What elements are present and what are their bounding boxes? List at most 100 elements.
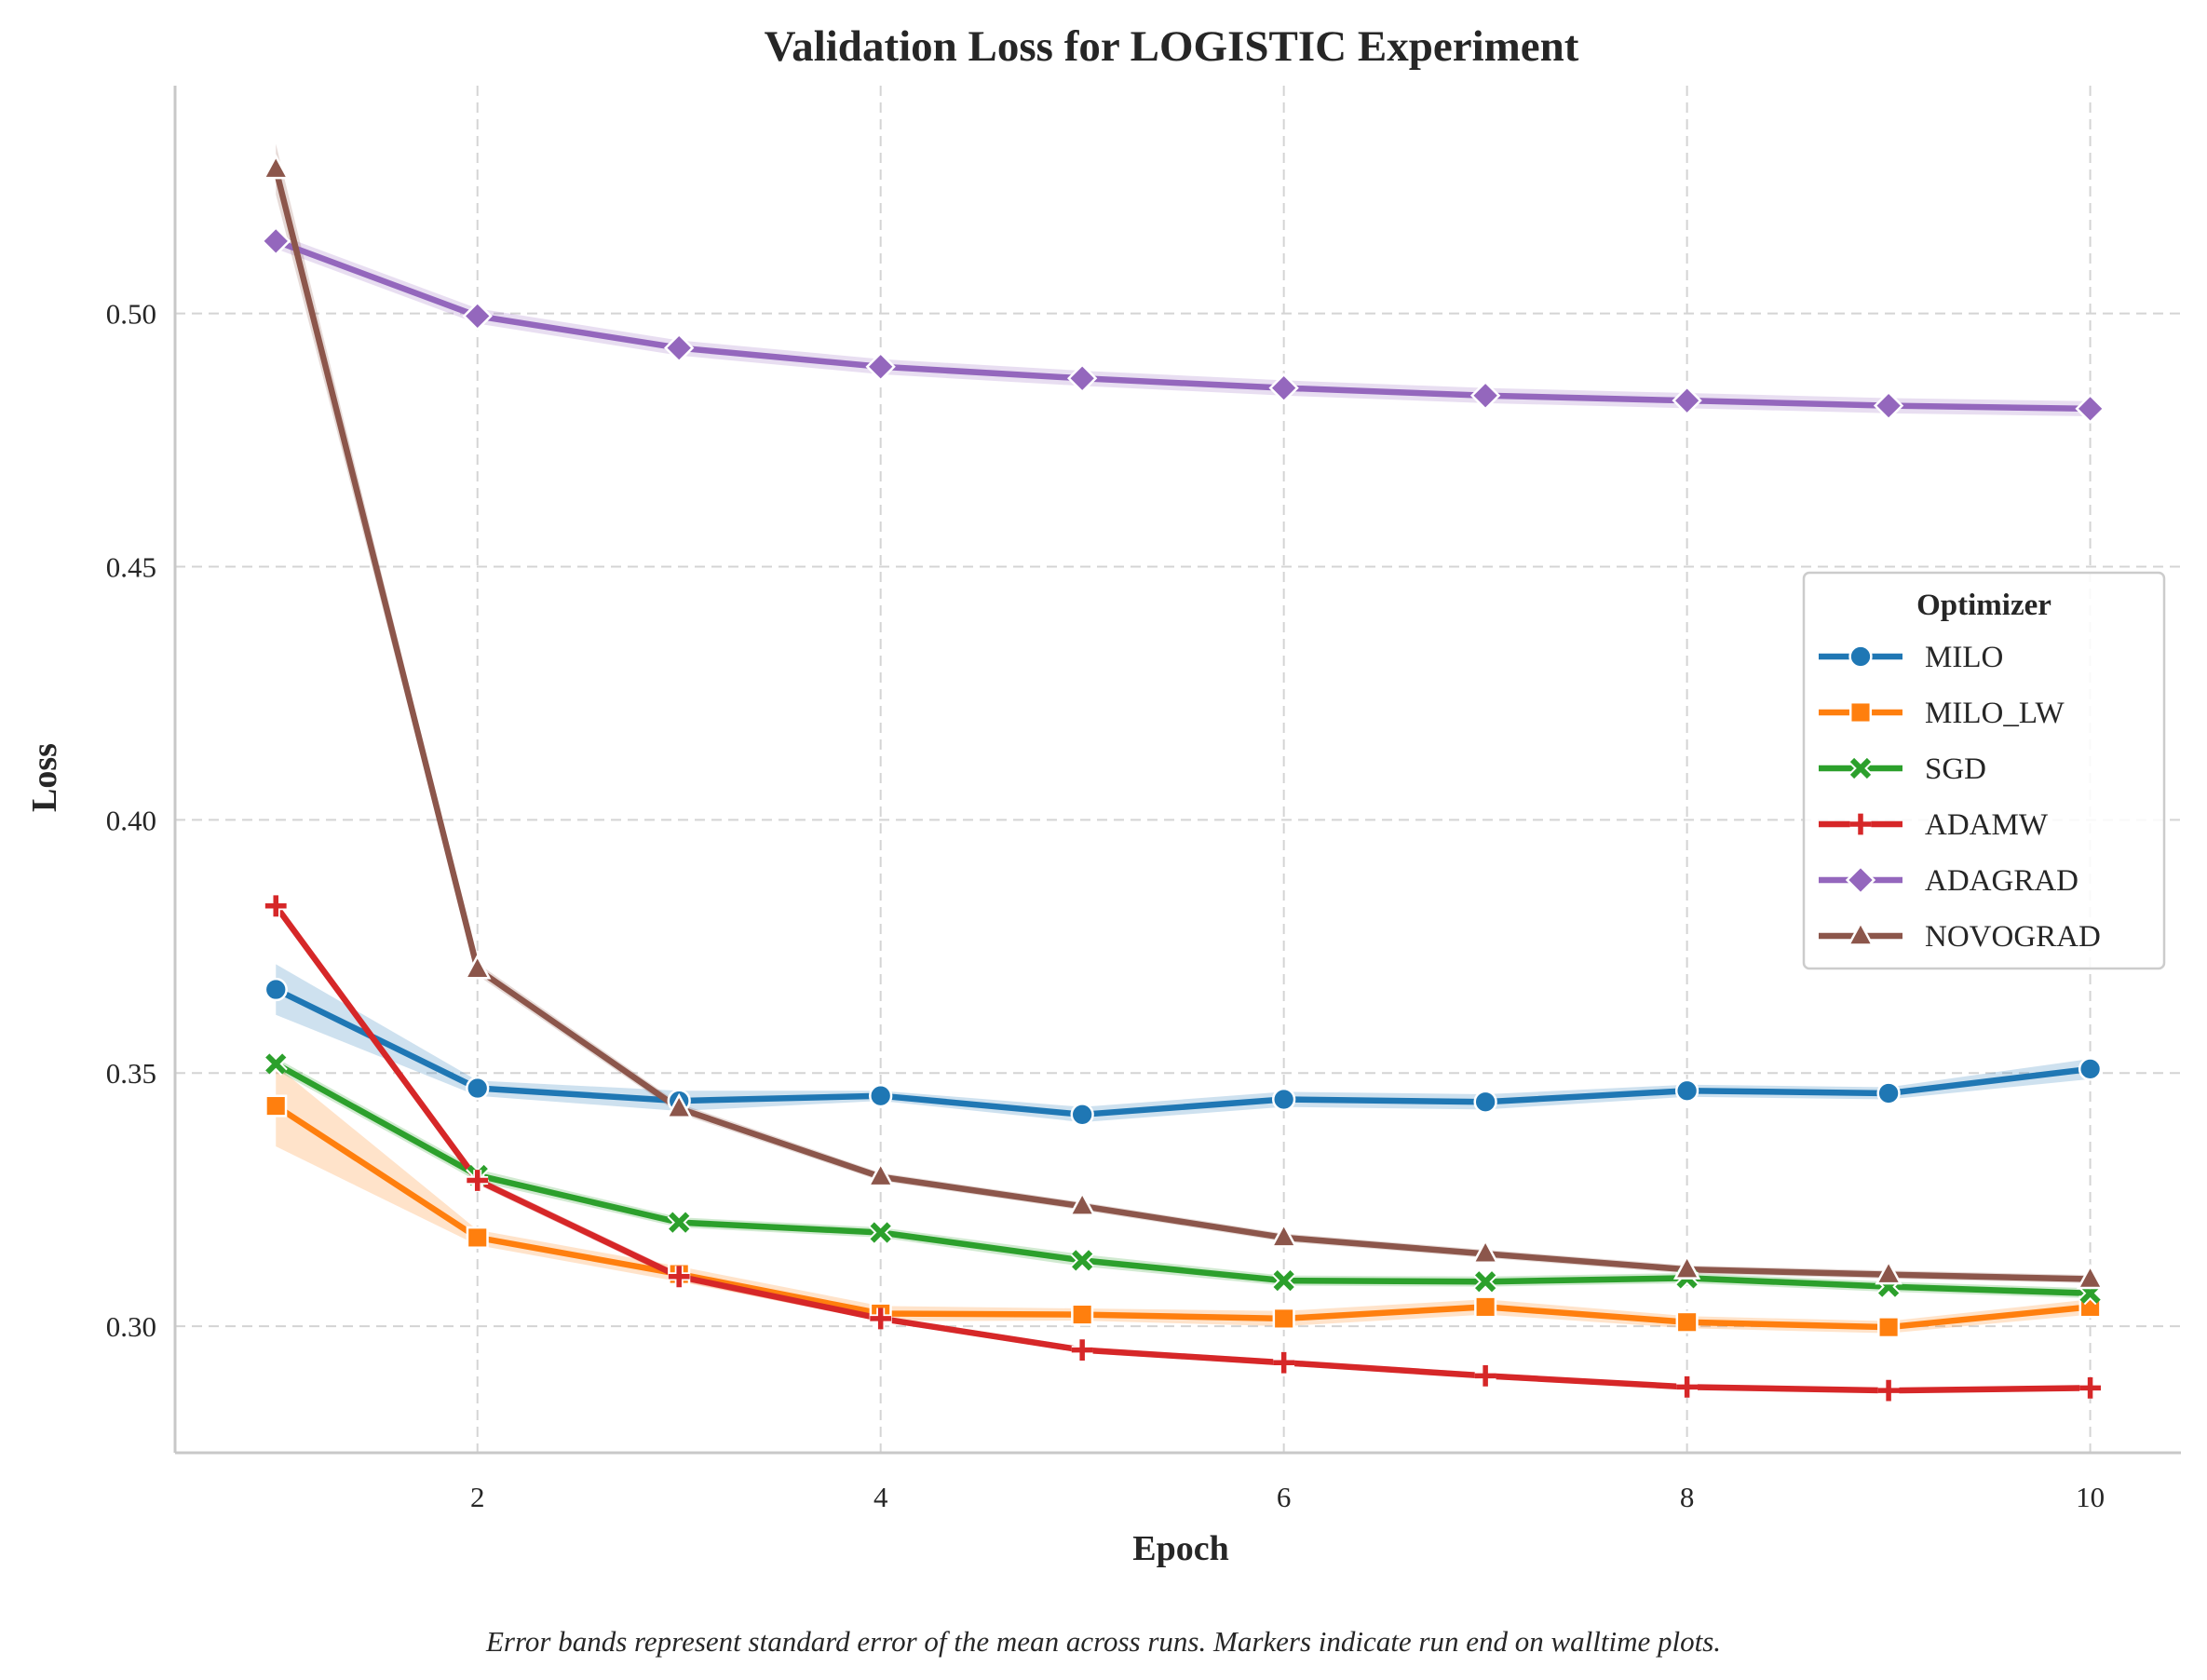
data-point-adagrad	[462, 301, 493, 332]
legend-item-novograd: NOVOGRAD	[1819, 920, 2101, 954]
series-line-adagrad	[272, 237, 2093, 413]
data-point-adamw	[1273, 1351, 1295, 1374]
data-point-sgd	[1272, 1268, 1296, 1293]
data-point-novograd	[464, 954, 492, 980]
x-tick-label: 10	[2076, 1481, 2105, 1513]
data-point-adagrad	[1873, 390, 1904, 421]
data-point-sgd	[1070, 1248, 1094, 1272]
legend-marker-milo	[1848, 644, 1873, 669]
y-tick-label: 0.30	[106, 1310, 156, 1343]
series-line-novograd	[272, 166, 2093, 1282]
data-point-milo-lw	[1474, 1295, 1497, 1319]
legend-marker-sgd	[1848, 756, 1873, 780]
x-tick-label: 2	[470, 1481, 485, 1513]
y-axis-label: Loss	[25, 743, 64, 812]
data-point-milo-lw	[1272, 1307, 1295, 1330]
y-tick-label: 0.50	[106, 298, 156, 331]
error-band-milo	[276, 964, 2091, 1122]
data-point-adagrad	[1672, 386, 1702, 416]
x-axis-label: Epoch	[1132, 1529, 1228, 1568]
data-point-milo-lw	[1071, 1303, 1094, 1326]
data-point-adagrad	[1469, 380, 1501, 411]
y-tick-label: 0.40	[106, 804, 156, 836]
data-point-milo	[1473, 1090, 1497, 1114]
data-point-adamw	[1474, 1364, 1496, 1387]
data-point-milo	[1674, 1078, 1699, 1103]
legend-marker-novograd	[1847, 920, 1875, 946]
legend-label: MILO	[1925, 641, 2003, 674]
legend-item-adamw: ADAMW	[1819, 808, 2049, 842]
data-point-adagrad	[1268, 373, 1299, 403]
y-tick-label: 0.35	[106, 1057, 156, 1090]
series-markers	[261, 154, 2105, 1402]
legend-marker-milo-lw	[1848, 700, 1873, 725]
data-point-adamw	[467, 1170, 489, 1191]
x-tick-label: 4	[873, 1481, 888, 1513]
data-point-adagrad	[261, 225, 291, 257]
data-point-sgd	[869, 1220, 893, 1245]
legend-label: ADAGRAD	[1925, 864, 2078, 898]
data-point-milo	[264, 977, 288, 1002]
data-point-milo	[1070, 1103, 1094, 1127]
data-point-milo	[1272, 1087, 1296, 1112]
legend-item-milo: MILO	[1819, 641, 2003, 674]
data-point-novograd	[1269, 1222, 1298, 1248]
legend-item-adagrad: ADAGRAD	[1819, 864, 2078, 898]
legend-title: Optimizer	[1916, 589, 2051, 622]
data-point-adamw	[1071, 1339, 1093, 1362]
legend-label: SGD	[1925, 752, 1986, 786]
data-point-milo	[869, 1084, 893, 1108]
data-point-novograd	[866, 1161, 895, 1187]
data-point-milo-lw	[466, 1226, 489, 1249]
legend-item-sgd: SGD	[1819, 752, 1986, 786]
error-band-adagrad	[276, 233, 2091, 417]
chart-caption: Error bands represent standard error of …	[485, 1625, 1721, 1658]
series-lines	[272, 166, 2093, 1394]
tick-labels: 2 4 6 8 10 0.30 0.35 0.40 0.45 0.50	[106, 298, 2105, 1513]
legend: Optimizer MILO MILO_LW SGD ADAMW ADAGRAD NOVOG…	[1802, 571, 2166, 970]
legend-item-milo-lw: MILO_LW	[1819, 697, 2065, 730]
data-point-novograd	[1068, 1190, 1096, 1216]
data-point-milo	[2078, 1057, 2103, 1081]
data-point-novograd	[1672, 1253, 1701, 1280]
data-point-adagrad	[865, 351, 896, 382]
axes	[173, 86, 2181, 1455]
data-point-adamw	[870, 1307, 892, 1330]
data-point-adamw	[1877, 1379, 1900, 1402]
data-point-adagrad	[2075, 393, 2105, 425]
legend-label: ADAMW	[1925, 808, 2049, 842]
data-point-sgd	[1473, 1269, 1497, 1294]
legend-label: NOVOGRAD	[1925, 920, 2101, 954]
data-point-novograd	[665, 1092, 693, 1118]
x-tick-label: 8	[1680, 1481, 1695, 1513]
legend-marker-adamw	[1849, 813, 1872, 835]
data-point-novograd	[1471, 1238, 1499, 1265]
series-line-milo-lw	[272, 1103, 2093, 1331]
data-point-milo	[466, 1076, 490, 1101]
series-line-adamw	[272, 902, 2093, 1394]
data-point-novograd	[2076, 1264, 2105, 1290]
legend-marker-adagrad	[1845, 864, 1876, 896]
data-point-adamw	[2079, 1377, 2101, 1399]
data-point-milo-lw	[1877, 1316, 1901, 1339]
data-point-adamw	[668, 1266, 690, 1288]
data-point-adamw	[1676, 1375, 1699, 1398]
y-tick-label: 0.45	[106, 551, 156, 584]
data-point-adamw	[264, 895, 287, 917]
data-point-adagrad	[664, 332, 695, 363]
chart-title: Validation Loss for LOGISTIC Experiment	[765, 22, 1579, 71]
data-point-milo-lw	[1675, 1310, 1699, 1334]
data-point-novograd	[1875, 1259, 1902, 1285]
data-point-milo-lw	[264, 1094, 288, 1118]
data-point-adagrad	[1067, 363, 1098, 394]
x-tick-label: 6	[1277, 1481, 1292, 1513]
data-point-novograd	[262, 154, 290, 180]
legend-box	[1802, 571, 2166, 970]
error-bands	[276, 143, 2091, 1393]
series-line-sgd	[272, 1061, 2093, 1296]
data-point-sgd	[667, 1211, 691, 1235]
series-line-milo	[272, 986, 2093, 1118]
data-point-milo	[1876, 1081, 1901, 1105]
data-point-sgd	[264, 1051, 288, 1076]
